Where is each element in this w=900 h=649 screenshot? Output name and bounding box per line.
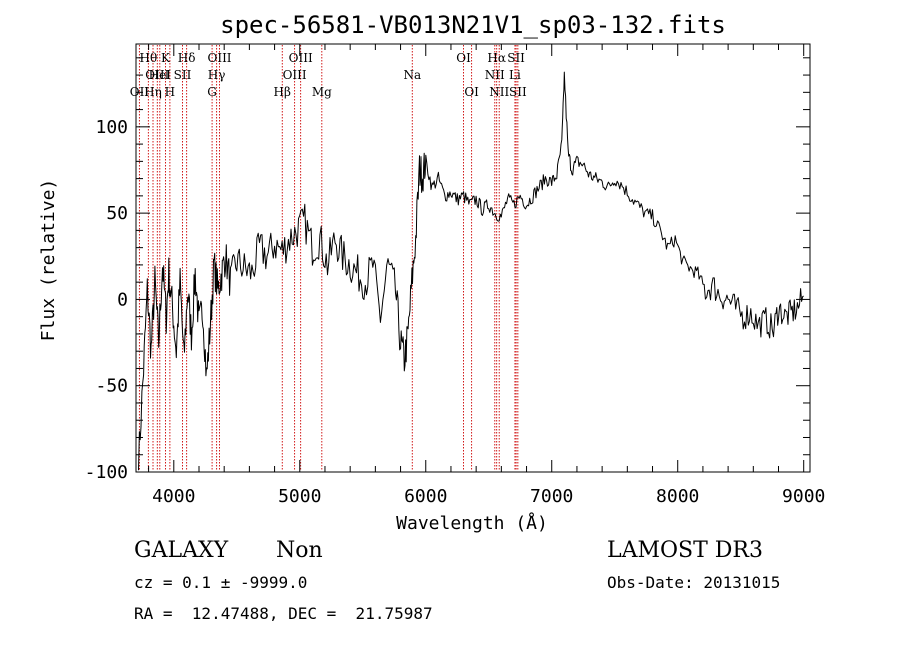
observation-date: Obs-Date: 20131015 bbox=[607, 573, 781, 592]
line-label: Mg bbox=[312, 85, 332, 99]
survey-name: LAMOST DR3 bbox=[607, 538, 763, 563]
spectrum-series bbox=[138, 71, 804, 471]
x-tick-label: 7000 bbox=[530, 486, 573, 507]
line-label: Hα bbox=[487, 51, 506, 65]
line-label: OIII bbox=[145, 68, 169, 82]
y-tick-label: 50 bbox=[106, 203, 128, 224]
x-axis: 4000 5000 6000 7000 8000 9000 bbox=[148, 44, 825, 507]
line-label: OI bbox=[464, 85, 479, 99]
line-label: Hδ bbox=[178, 51, 196, 65]
line-label: OIII bbox=[207, 51, 231, 65]
y-tick-label: 100 bbox=[95, 117, 128, 138]
x-tick-label: 6000 bbox=[404, 486, 447, 507]
x-tick-label: 4000 bbox=[152, 486, 195, 507]
object-class: GALAXY bbox=[134, 538, 229, 563]
line-label: NII bbox=[485, 68, 505, 82]
y-axis: -100 -50 0 50 100 bbox=[85, 57, 810, 483]
object-subclass: Non bbox=[276, 538, 323, 563]
line-label: Li bbox=[509, 68, 521, 82]
line-label: Hγ bbox=[208, 68, 226, 82]
y-axis-label: Flux (relative) bbox=[38, 179, 59, 342]
coordinates: RA = 12.47488, DEC = 21.75987 bbox=[134, 604, 433, 623]
line-label: OI bbox=[456, 51, 471, 65]
line-label: NII bbox=[489, 85, 509, 99]
line-label: SII bbox=[507, 51, 525, 65]
line-label: Hβ bbox=[274, 85, 291, 99]
x-tick-label: 9000 bbox=[782, 486, 825, 507]
line-label: Hθ bbox=[139, 51, 157, 65]
plot-frame bbox=[135, 43, 811, 473]
y-tick-label: -50 bbox=[95, 376, 128, 397]
line-label: Na bbox=[403, 68, 421, 82]
y-tick-label: -100 bbox=[85, 462, 128, 483]
chart-title: spec-56581-VB013N21V1_sp03-132.fits bbox=[220, 11, 726, 39]
line-label: H bbox=[165, 85, 175, 99]
line-label: K bbox=[161, 51, 171, 65]
emission-line-markers bbox=[138, 45, 519, 471]
line-label: G bbox=[207, 85, 217, 99]
line-label: HeI bbox=[149, 68, 172, 82]
line-label: SII bbox=[174, 68, 192, 82]
redshift-cz: cz = 0.1 ± -9999.0 bbox=[134, 573, 308, 592]
x-axis-label: Wavelength (Å) bbox=[396, 512, 548, 534]
line-label: Hη bbox=[144, 85, 162, 99]
spectrum-line bbox=[138, 71, 804, 471]
x-tick-label: 8000 bbox=[656, 486, 699, 507]
line-label: OIII bbox=[283, 68, 307, 82]
line-label: SII bbox=[509, 85, 527, 99]
y-tick-label: 0 bbox=[117, 289, 128, 310]
line-label: OIII bbox=[289, 51, 313, 65]
x-tick-label: 5000 bbox=[278, 486, 321, 507]
